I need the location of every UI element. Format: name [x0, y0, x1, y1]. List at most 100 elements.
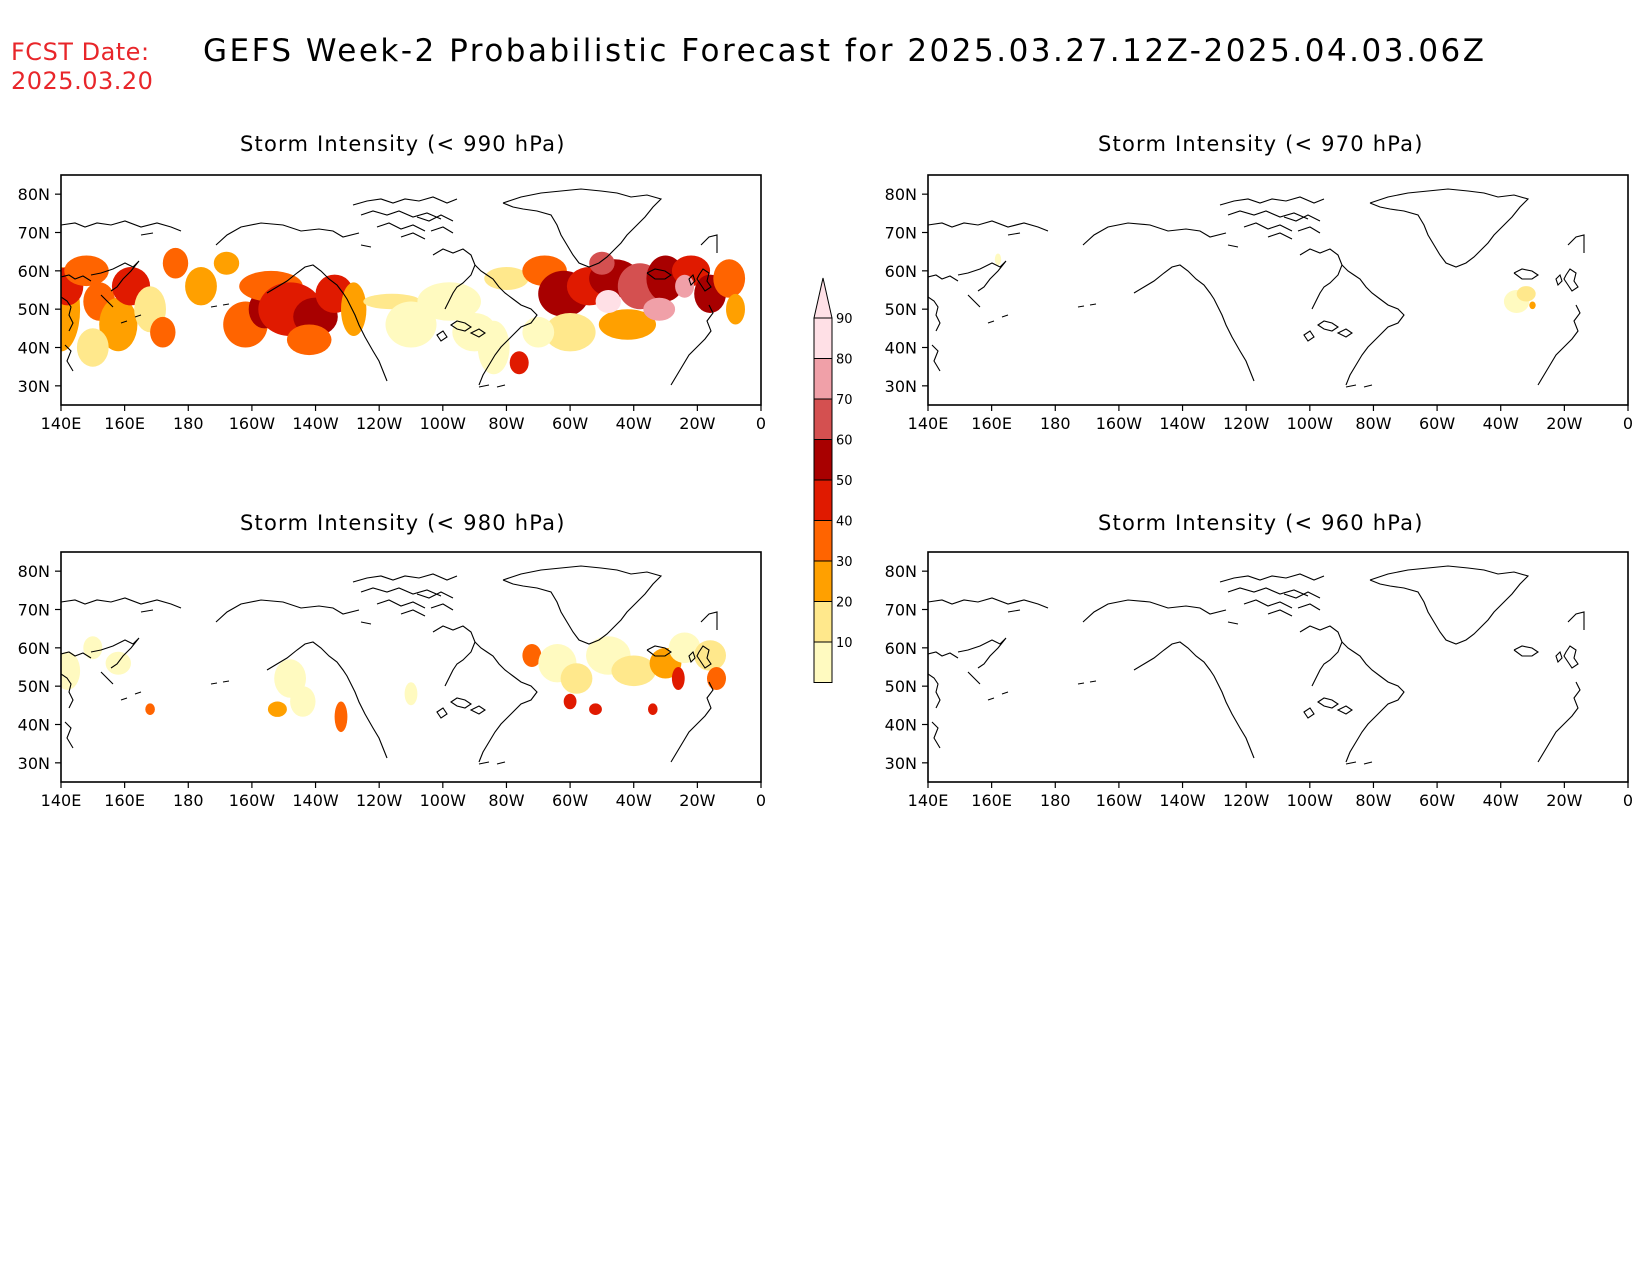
lon-label: 140W [1159, 414, 1206, 433]
probability-area [76, 328, 109, 367]
lat-label: 60N [885, 262, 917, 281]
lon-label: 160E [104, 414, 145, 433]
map-frame [927, 174, 1629, 406]
map-frame [60, 551, 762, 783]
colorbar-box [813, 520, 833, 562]
panel-title-970: Storm Intensity (< 970 hPa) [1098, 132, 1424, 156]
lat-label: 40N [18, 716, 50, 735]
colorbar-box [813, 358, 833, 400]
map-panel-990: 80N 70N 60N 50N 40N 30N 140E 160E 180 160W 140W 120… [18, 174, 766, 433]
map-panel-980: 80N 70N 60N 50N 40N 30N 140E 160E 180 160W 140W 120… [18, 551, 766, 810]
forecast-date: FCST Date: 2025.03.20 [11, 38, 153, 96]
lon-label: 180 [173, 791, 204, 810]
lon-label: 0 [756, 414, 766, 433]
probability-area [1529, 301, 1536, 310]
lon-label: 20W [679, 791, 715, 810]
panel-title-990: Storm Intensity (< 990 hPa) [240, 132, 566, 156]
map-frame [927, 551, 1629, 783]
lon-label: 140E [41, 414, 82, 433]
lat-label: 60N [18, 262, 50, 281]
colorbar-box [813, 560, 833, 602]
forecast-date-label: FCST Date: [11, 38, 150, 66]
lon-label: 120W [356, 791, 403, 810]
colorbar-box [813, 601, 833, 643]
panel-title-960: Storm Intensity (< 960 hPa) [1098, 511, 1424, 535]
colorbar-box [813, 479, 833, 521]
lat-label: 50N [18, 300, 50, 319]
lon-label: 60W [552, 791, 588, 810]
lat-label: 30N [885, 754, 917, 773]
probability-area [563, 693, 577, 710]
probability-area [477, 320, 510, 375]
lon-label: 100W [420, 791, 467, 810]
lon-label: 180 [173, 414, 204, 433]
lat-label: 40N [885, 339, 917, 358]
lon-label: 20W [1546, 791, 1582, 810]
lon-label: 140E [41, 791, 82, 810]
lon-label: 40W [1483, 791, 1519, 810]
probability-area [611, 655, 656, 687]
probability-area [404, 682, 418, 706]
lon-label: 60W [552, 414, 588, 433]
lat-label: 30N [18, 754, 50, 773]
lat-label: 70N [885, 224, 917, 243]
probability-area [560, 663, 593, 694]
lon-label: 40W [616, 414, 652, 433]
lon-label: 0 [1623, 791, 1633, 810]
probability-area [150, 316, 176, 348]
map-panel-960: 80N 70N 60N 50N 40N 30N 140E 160E 180 160W 140W 120… [885, 551, 1633, 810]
probability-area [61, 651, 81, 690]
lon-label: 0 [756, 791, 766, 810]
lat-label: 30N [18, 377, 50, 396]
probability-area [544, 313, 596, 352]
map-panel-970: 80N 70N 60N 50N 40N 30N 140E 160E 180 160W 140W 120… [885, 174, 1633, 433]
lon-label: 160E [971, 791, 1012, 810]
lat-label: 30N [885, 377, 917, 396]
probability-area [484, 267, 529, 290]
probability-area [162, 247, 189, 279]
probability-area [589, 251, 615, 275]
lat-label: 80N [885, 185, 917, 204]
lat-label: 70N [885, 601, 917, 620]
probability-area [341, 282, 367, 336]
lat-label: 50N [885, 677, 917, 696]
lon-label: 100W [420, 414, 467, 433]
lat-label: 40N [18, 339, 50, 358]
colorbar-over-triangle [813, 277, 833, 319]
lon-label: 160W [1096, 414, 1143, 433]
probability-area [213, 251, 240, 275]
probability-area [522, 644, 542, 667]
probability-area [713, 259, 746, 298]
lon-label: 40W [616, 791, 652, 810]
lon-label: 140E [908, 791, 949, 810]
lat-label: 70N [18, 601, 50, 620]
lat-label: 80N [18, 185, 50, 204]
colorbar-label: 40 [836, 515, 853, 530]
probability-area [671, 667, 685, 690]
probability-area [64, 255, 109, 287]
probability-area [643, 297, 676, 321]
lon-label: 60W [1419, 414, 1455, 433]
lon-label: 120W [1223, 791, 1270, 810]
probability-area [286, 324, 332, 356]
lon-label: 160W [1096, 791, 1143, 810]
lon-label: 120W [356, 414, 403, 433]
colorbar-box [813, 439, 833, 481]
lon-label: 180 [1040, 414, 1071, 433]
lat-label: 60N [18, 639, 50, 658]
colorbar: 90 80 70 60 50 40 30 20 10 [813, 277, 853, 683]
lon-label: 180 [1040, 791, 1071, 810]
lat-label: 80N [885, 562, 917, 581]
page-title: GEFS Week-2 Probabilistic Forecast for 2… [203, 33, 1487, 69]
colorbar-label: 30 [836, 555, 853, 570]
colorbar-box [813, 398, 833, 440]
probability-area [99, 297, 138, 352]
lon-label: 80W [1355, 414, 1391, 433]
lon-label: 160W [229, 414, 276, 433]
probability-area [707, 667, 726, 690]
lon-label: 140W [292, 791, 339, 810]
colorbar-label: 80 [836, 353, 853, 368]
probability-area [589, 703, 602, 715]
panel-title-980: Storm Intensity (< 980 hPa) [240, 511, 566, 535]
